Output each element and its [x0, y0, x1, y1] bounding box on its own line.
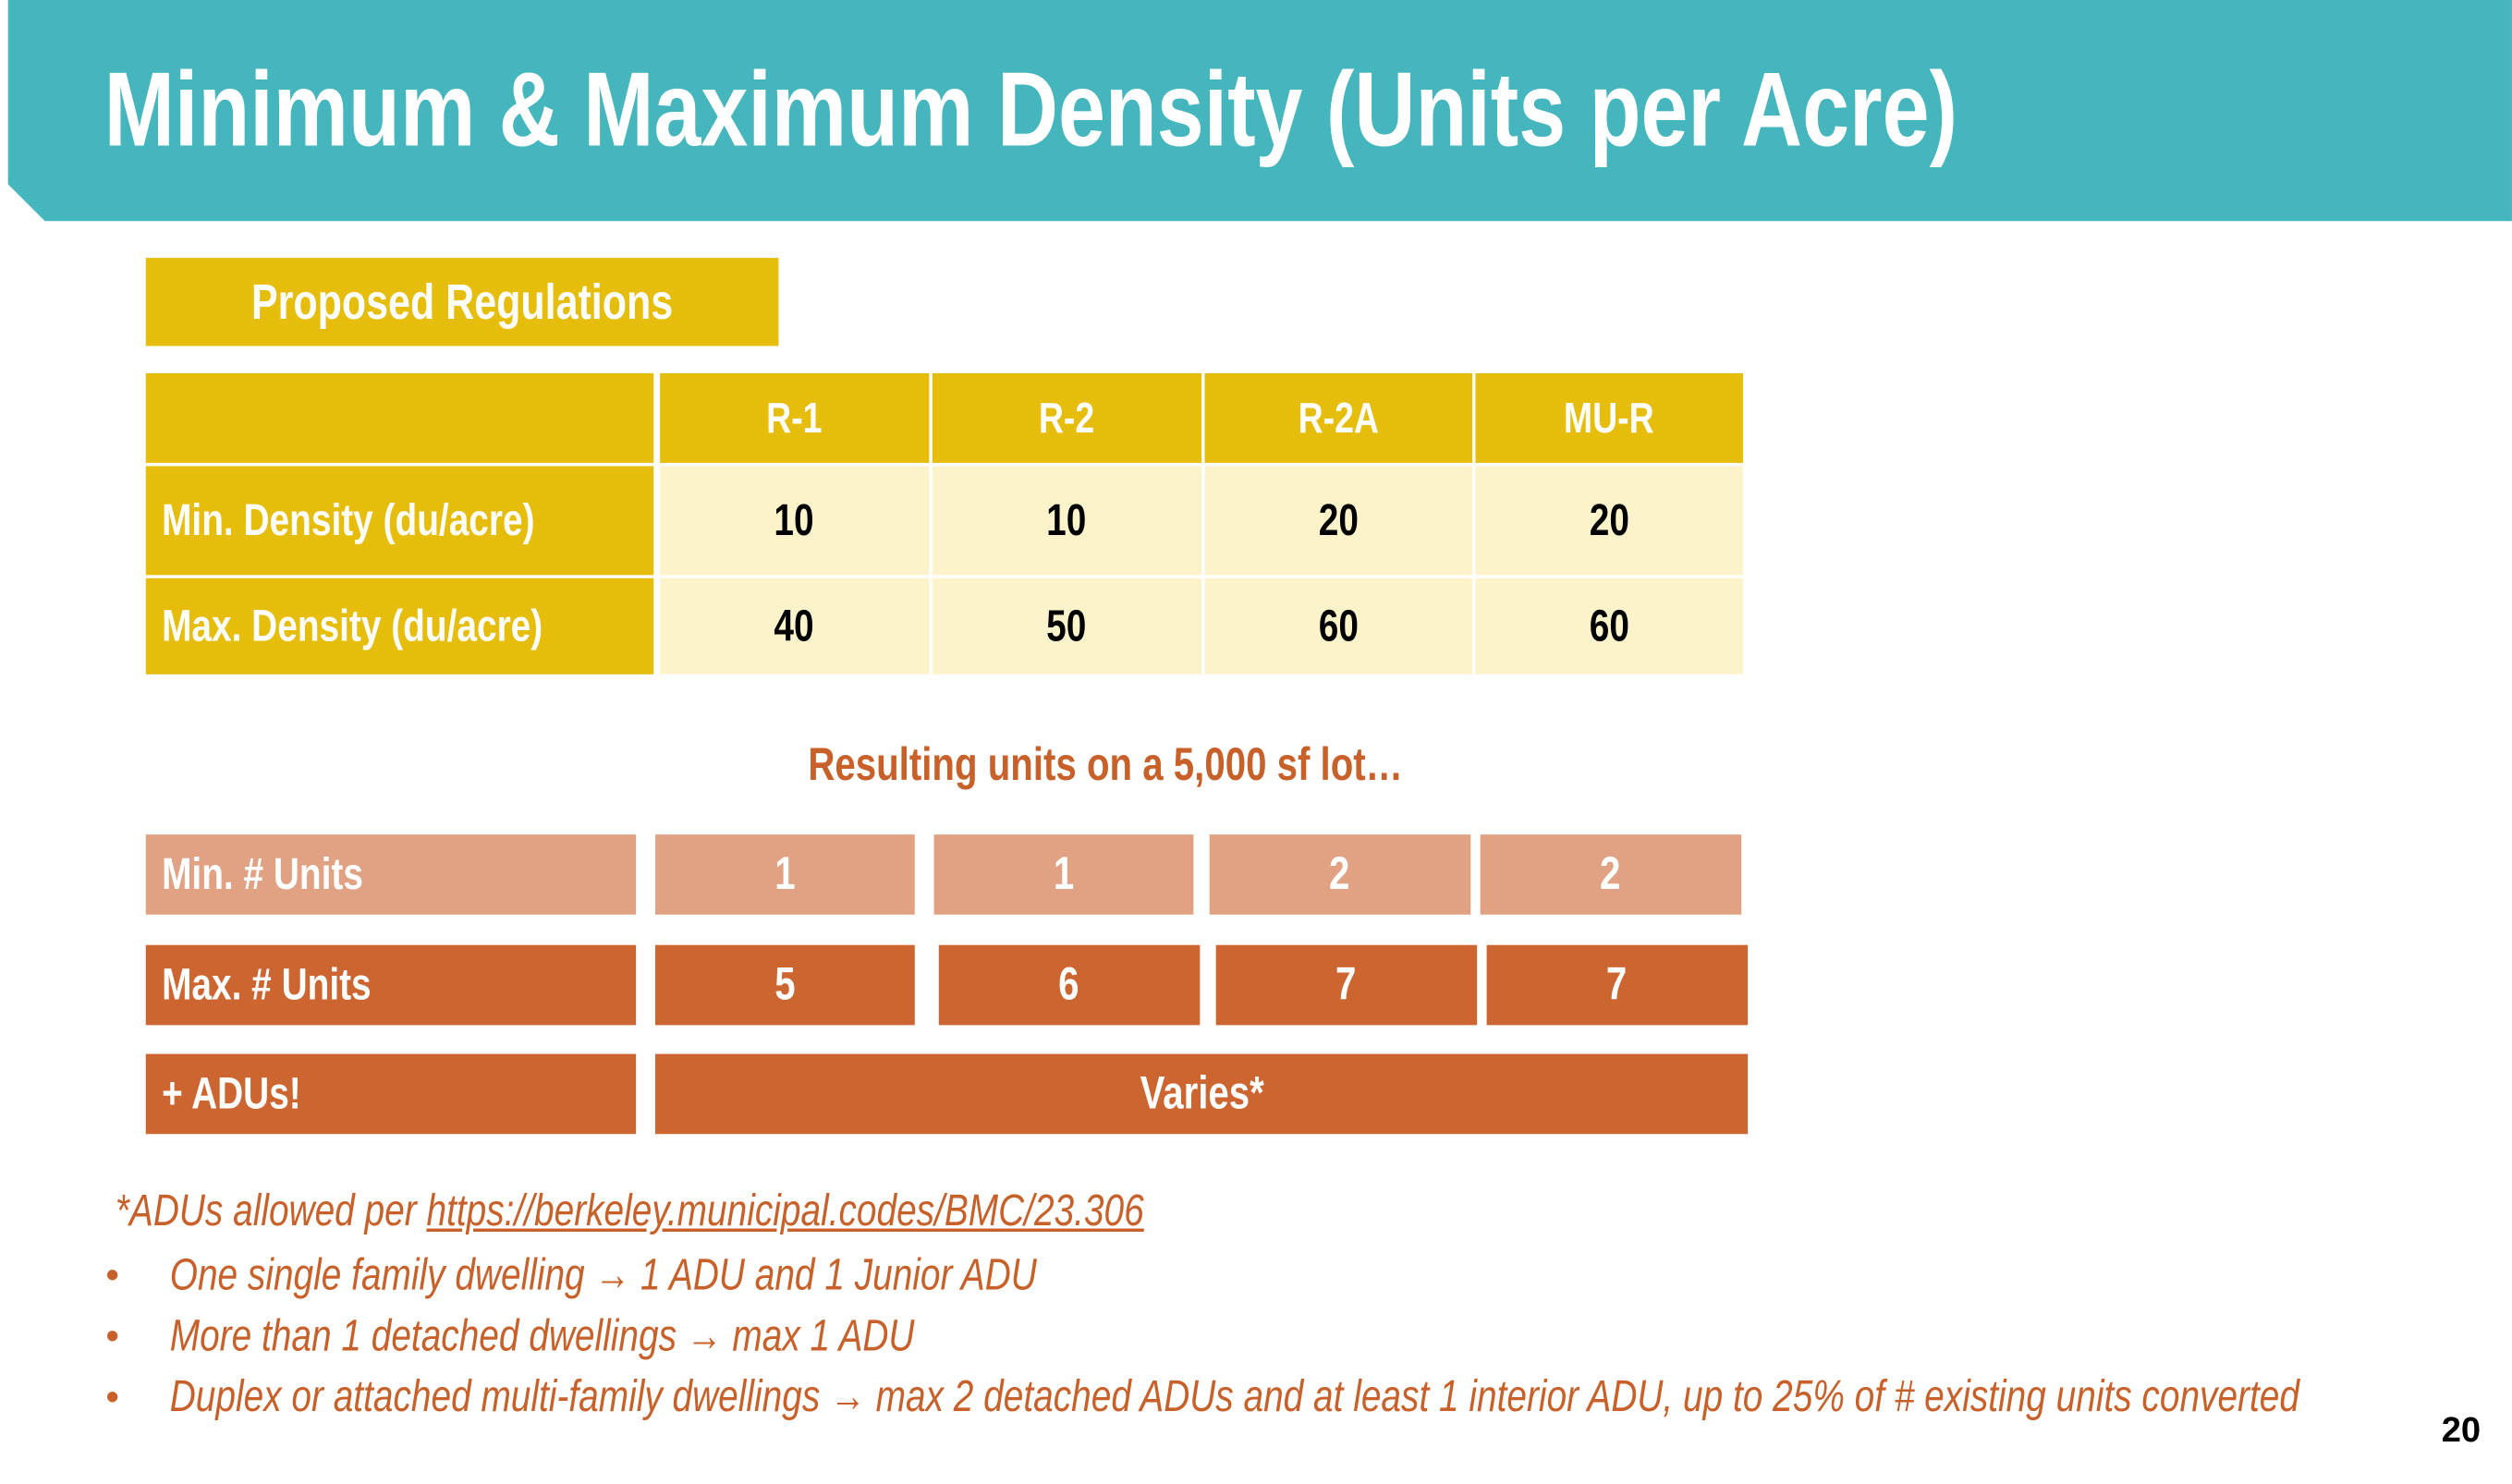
slide-title: Minimum & Maximum Density (Units per Acr… — [104, 48, 2421, 170]
bullet-dot: • — [105, 1375, 119, 1419]
adus-value: Varies* — [654, 1053, 1749, 1135]
column-header: MU-R — [1475, 372, 1743, 463]
min-units-text: 1 — [774, 847, 796, 900]
table-cell-text: 60 — [1318, 601, 1359, 651]
row-label-text: Min. Density (du/acre) — [162, 494, 535, 545]
table-cell-text: 10 — [774, 494, 815, 545]
table-cell: 60 — [1475, 578, 1743, 675]
table-cell-text: 10 — [1046, 494, 1088, 545]
column-header-text: R-2 — [1039, 393, 1095, 442]
proposed-label-text: Proposed Regulations — [250, 273, 674, 330]
min-units-text: 2 — [1329, 847, 1351, 900]
bullet-text: Duplex or attached multi-family dwelling… — [169, 1370, 2299, 1421]
max-label: Max. # Units — [145, 944, 637, 1026]
max-units-text: 7 — [1606, 958, 1628, 1010]
header-shape — [7, 0, 2512, 222]
row-label: Min. Density (du/acre) — [145, 466, 654, 576]
min-units-text: 1 — [1053, 847, 1075, 900]
bullet-dot: • — [105, 1254, 119, 1298]
column-header-text: MU-R — [1564, 393, 1655, 442]
table-cell: 60 — [1204, 578, 1472, 675]
header-band — [7, 0, 2512, 222]
caption-text: Resulting units on a 5,000 sf lot… — [808, 738, 1403, 791]
adus-value-text: Varies* — [1139, 1067, 1264, 1119]
bullet-text: One single family dwelling → 1 ADU and 1… — [169, 1249, 1037, 1299]
min-units: 2 — [1209, 834, 1471, 915]
row-label-text: Max. Density (du/acre) — [162, 601, 543, 651]
caption: Resulting units on a 5,000 sf lot… — [625, 729, 1586, 803]
table-cell: 20 — [1475, 466, 1743, 576]
column-header-text: R-2A — [1298, 393, 1379, 442]
max-units: 6 — [938, 944, 1201, 1026]
page-number: 20 — [2441, 1409, 2482, 1450]
footnote: *ADUs allowed per https://berkeley.munic… — [116, 1181, 1144, 1242]
table-cell-text: 20 — [1589, 494, 1629, 545]
adus-label: + ADUs! — [145, 1053, 637, 1135]
table-cell: 10 — [932, 466, 1202, 576]
table-cell-text: 40 — [774, 601, 815, 651]
min-units: 1 — [654, 834, 915, 915]
table-cell: 50 — [932, 578, 1202, 675]
bullet-dot: • — [105, 1315, 119, 1358]
column-header: R-2A — [1204, 372, 1472, 463]
min-label-text: Min. # Units — [162, 848, 363, 899]
max-label-text: Max. # Units — [162, 959, 372, 1010]
max-units-text: 7 — [1335, 958, 1358, 1010]
min-label: Min. # Units — [145, 834, 637, 915]
min-units-text: 2 — [1600, 847, 1622, 900]
min-units: 1 — [933, 834, 1194, 915]
column-header: R-2 — [932, 372, 1202, 463]
column-header: R-1 — [660, 372, 930, 463]
proposed-label: Proposed Regulations — [145, 258, 779, 347]
bullet-text: More than 1 detached dwellings → max 1 A… — [169, 1309, 915, 1360]
column-header-text: R-1 — [766, 393, 823, 442]
max-units: 7 — [1215, 944, 1478, 1026]
max-units-text: 6 — [1058, 958, 1080, 1010]
table-cell-text: 60 — [1589, 601, 1629, 651]
adus-label-text: + ADUs! — [162, 1068, 301, 1118]
table-cell: 10 — [660, 466, 930, 576]
title-text: Minimum & Maximum Density (Units per Acr… — [104, 49, 1958, 169]
table-cell: 40 — [660, 578, 930, 675]
min-units: 2 — [1480, 834, 1742, 915]
footnote-link[interactable]: https://berkeley.municipal.codes/BMC/23.… — [426, 1185, 1144, 1235]
table-corner — [145, 372, 654, 463]
table-cell-text: 20 — [1318, 494, 1359, 545]
max-units: 5 — [654, 944, 915, 1026]
row-label: Max. Density (du/acre) — [145, 578, 654, 675]
max-units-text: 5 — [774, 958, 796, 1010]
table-cell-text: 50 — [1046, 601, 1088, 651]
max-units: 7 — [1486, 944, 1749, 1026]
table-cell: 20 — [1204, 466, 1472, 576]
footnote-prefix: *ADUs allowed per — [115, 1185, 427, 1235]
